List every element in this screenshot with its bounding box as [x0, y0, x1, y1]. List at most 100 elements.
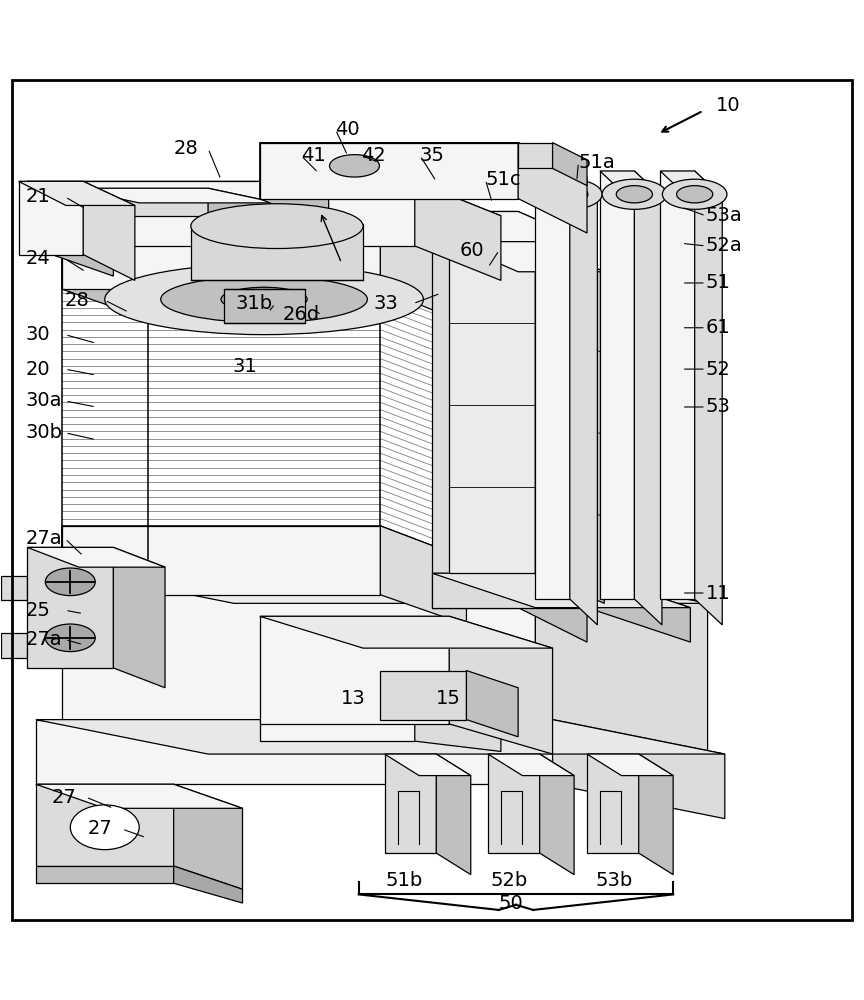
- Polygon shape: [35, 720, 553, 784]
- Text: 11: 11: [706, 584, 731, 603]
- Polygon shape: [191, 224, 363, 280]
- Ellipse shape: [161, 276, 367, 323]
- Ellipse shape: [663, 179, 727, 209]
- Text: 51: 51: [706, 273, 731, 292]
- Polygon shape: [436, 754, 471, 875]
- Text: 51a: 51a: [578, 153, 615, 172]
- Polygon shape: [415, 181, 501, 280]
- Text: 33: 33: [373, 294, 398, 313]
- Polygon shape: [660, 171, 695, 599]
- Polygon shape: [536, 171, 569, 599]
- Text: 40: 40: [335, 120, 360, 139]
- Polygon shape: [415, 720, 501, 751]
- Polygon shape: [174, 784, 243, 889]
- Polygon shape: [28, 547, 165, 567]
- Text: 60: 60: [460, 241, 484, 260]
- Ellipse shape: [45, 624, 95, 652]
- Text: 52b: 52b: [491, 871, 528, 890]
- Polygon shape: [587, 754, 638, 853]
- Polygon shape: [432, 211, 518, 608]
- Polygon shape: [536, 569, 708, 754]
- Text: 61: 61: [706, 318, 731, 337]
- Text: 53a: 53a: [706, 206, 743, 225]
- Polygon shape: [380, 526, 467, 625]
- Polygon shape: [695, 171, 722, 625]
- Polygon shape: [600, 171, 662, 197]
- Polygon shape: [638, 754, 673, 875]
- Text: 21: 21: [26, 187, 50, 206]
- Polygon shape: [569, 171, 597, 625]
- Polygon shape: [660, 171, 722, 197]
- Text: 30a: 30a: [26, 391, 62, 410]
- Text: 25: 25: [26, 601, 50, 620]
- Ellipse shape: [602, 179, 667, 209]
- Polygon shape: [61, 569, 708, 603]
- Polygon shape: [449, 242, 536, 573]
- Ellipse shape: [191, 204, 363, 249]
- Text: 53b: 53b: [596, 871, 633, 890]
- Polygon shape: [35, 784, 174, 866]
- Text: 27a: 27a: [26, 529, 62, 548]
- Polygon shape: [28, 181, 415, 246]
- Polygon shape: [61, 526, 467, 559]
- Polygon shape: [61, 220, 380, 289]
- Text: 26d: 26d: [283, 305, 320, 324]
- Polygon shape: [70, 188, 277, 203]
- Polygon shape: [35, 720, 725, 754]
- Polygon shape: [467, 671, 518, 737]
- Polygon shape: [224, 289, 304, 323]
- Polygon shape: [432, 573, 587, 608]
- Ellipse shape: [329, 155, 379, 177]
- Polygon shape: [83, 181, 135, 280]
- Text: 24: 24: [26, 249, 50, 268]
- Polygon shape: [634, 171, 662, 625]
- Polygon shape: [2, 576, 28, 600]
- Ellipse shape: [616, 186, 652, 203]
- Polygon shape: [384, 754, 471, 776]
- Text: 52a: 52a: [706, 236, 743, 255]
- Polygon shape: [449, 616, 553, 754]
- Polygon shape: [19, 181, 135, 205]
- Polygon shape: [488, 754, 574, 776]
- Text: 30b: 30b: [26, 423, 62, 442]
- Polygon shape: [28, 547, 113, 668]
- Ellipse shape: [221, 287, 307, 311]
- Ellipse shape: [105, 264, 423, 335]
- Ellipse shape: [537, 179, 602, 209]
- Polygon shape: [380, 220, 467, 323]
- Polygon shape: [19, 181, 83, 255]
- Polygon shape: [174, 866, 243, 903]
- Polygon shape: [260, 616, 449, 724]
- Text: 31: 31: [232, 357, 257, 376]
- Polygon shape: [61, 526, 148, 625]
- Polygon shape: [70, 188, 208, 216]
- Polygon shape: [260, 143, 587, 177]
- Polygon shape: [587, 754, 673, 776]
- Text: 50: 50: [499, 894, 524, 913]
- Polygon shape: [208, 188, 277, 229]
- Text: 51c: 51c: [486, 170, 521, 189]
- Polygon shape: [35, 784, 243, 808]
- Text: 27: 27: [51, 788, 76, 807]
- Polygon shape: [260, 616, 553, 648]
- Text: 52: 52: [706, 360, 731, 379]
- Polygon shape: [113, 547, 165, 688]
- Text: 27a: 27a: [26, 630, 62, 649]
- Polygon shape: [260, 143, 328, 229]
- Polygon shape: [540, 754, 574, 875]
- Polygon shape: [260, 720, 415, 741]
- Text: 53: 53: [706, 397, 731, 416]
- Text: 10: 10: [716, 96, 740, 115]
- Text: 42: 42: [361, 146, 386, 165]
- Polygon shape: [488, 754, 540, 853]
- Text: 51b: 51b: [386, 871, 423, 890]
- Polygon shape: [449, 242, 604, 272]
- Polygon shape: [61, 220, 467, 255]
- Polygon shape: [518, 211, 587, 642]
- Polygon shape: [260, 143, 518, 199]
- Polygon shape: [380, 671, 467, 720]
- Polygon shape: [518, 143, 587, 233]
- Polygon shape: [600, 171, 634, 599]
- Polygon shape: [553, 143, 587, 186]
- Text: 35: 35: [420, 146, 445, 165]
